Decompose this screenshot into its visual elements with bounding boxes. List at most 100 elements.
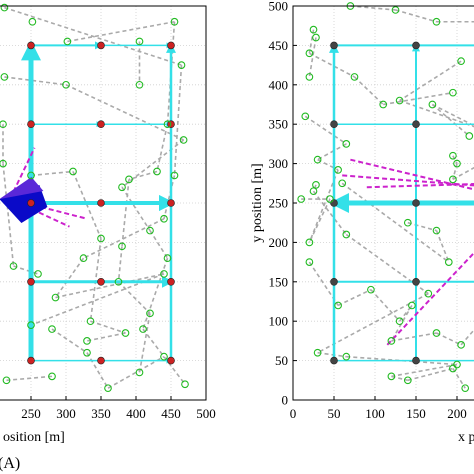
sensor-node xyxy=(432,17,441,26)
link-line xyxy=(156,124,169,172)
sensor-node xyxy=(444,258,453,266)
sensor-node xyxy=(449,364,457,373)
waypoint-marker xyxy=(330,199,338,207)
sensor-node xyxy=(170,17,179,26)
sensor-node xyxy=(2,376,11,385)
sensor-node xyxy=(449,175,457,184)
waypoint-marker xyxy=(412,41,420,50)
x-axis-label: osition [m] xyxy=(3,430,65,445)
panel-a-frame xyxy=(0,5,207,401)
link-line xyxy=(13,265,39,275)
waypoint-marker xyxy=(412,277,420,286)
link-line xyxy=(6,375,53,382)
link-line xyxy=(317,143,347,161)
link-line xyxy=(308,169,339,243)
sensor-node xyxy=(453,159,461,168)
link-line xyxy=(309,52,355,78)
x-tick-label: 0 xyxy=(290,406,297,421)
sensor-node xyxy=(403,218,412,227)
link-line xyxy=(173,65,183,176)
panel-a-plot: 250 300 350 400 450 500 osition [m] xyxy=(0,3,216,445)
x-tick-label: 300 xyxy=(56,406,76,421)
y-axis-label: y position [m] xyxy=(250,163,265,242)
link-line xyxy=(391,332,437,342)
sensor-node xyxy=(34,270,42,278)
link-line xyxy=(65,84,184,141)
sensor-node xyxy=(342,230,351,239)
link-line xyxy=(407,367,454,382)
x-tick-label: 250 xyxy=(21,406,41,421)
sensor-node xyxy=(334,301,342,310)
link-line xyxy=(399,99,474,128)
sensor-node xyxy=(0,159,7,168)
alarm-line xyxy=(366,183,474,189)
sensor-node xyxy=(28,17,37,26)
y-tick-label: 0 xyxy=(282,393,289,408)
link-line xyxy=(341,182,450,263)
y-tick-label: 300 xyxy=(269,156,289,171)
sensor-node xyxy=(305,49,314,58)
waypoint-marker xyxy=(330,277,338,286)
link-line xyxy=(399,60,462,102)
sensor-node xyxy=(135,368,144,377)
waypoint-marker xyxy=(97,199,105,207)
sensor-node xyxy=(408,301,416,310)
link-line xyxy=(452,163,458,180)
link-line xyxy=(308,198,331,243)
sensor-node xyxy=(0,73,9,81)
sensor-node xyxy=(432,226,441,235)
sensor-node xyxy=(83,337,91,345)
link-line xyxy=(54,257,85,299)
waypoint-marker xyxy=(97,41,105,50)
sensor-node xyxy=(313,348,322,357)
link-line xyxy=(317,351,347,358)
link-line xyxy=(460,328,474,346)
link-line xyxy=(55,273,165,299)
x-tick-label: 450 xyxy=(161,406,181,421)
x-tick-label: 150 xyxy=(406,406,426,421)
sensor-node xyxy=(453,360,461,369)
waypoint-marker xyxy=(97,120,105,128)
waypoint-marker xyxy=(412,120,420,128)
link-line xyxy=(452,368,466,389)
hotspot-area xyxy=(0,185,48,224)
sensor-node xyxy=(177,61,186,69)
sensor-node xyxy=(62,80,70,89)
sensor-node xyxy=(403,376,412,385)
y-tick-label: 450 xyxy=(269,38,289,53)
y-tick-label: 50 xyxy=(275,353,288,368)
waypoint-marker xyxy=(27,277,35,286)
link-line xyxy=(350,5,396,11)
sensor-node xyxy=(146,226,154,235)
alarm-line xyxy=(386,251,474,346)
sensor-node xyxy=(342,140,351,148)
link-line xyxy=(30,170,74,177)
sensor-node xyxy=(160,214,168,223)
x-tick-label: 400 xyxy=(126,406,146,421)
sensor-node xyxy=(391,6,400,14)
sensor-node xyxy=(367,285,375,294)
sensor-node xyxy=(395,317,404,326)
sensor-node xyxy=(97,234,105,243)
sensor-node xyxy=(48,325,56,333)
sensor-node xyxy=(457,340,465,349)
link-line xyxy=(142,328,186,385)
waypoint-marker xyxy=(167,41,175,50)
sensor-node xyxy=(312,33,320,42)
waypoint-marker xyxy=(27,120,35,128)
link-line xyxy=(435,230,450,263)
sensor-node xyxy=(181,380,189,389)
alarm-line xyxy=(9,198,88,220)
sensor-node xyxy=(309,187,318,196)
link-line xyxy=(51,328,88,354)
sensor-node xyxy=(465,132,474,140)
sensor-node xyxy=(432,329,441,337)
sensor-node xyxy=(297,195,306,203)
link-line xyxy=(117,281,151,314)
waypoint-marker xyxy=(167,356,175,365)
hotspot-area xyxy=(0,177,44,199)
sensor-node xyxy=(350,73,359,81)
link-line xyxy=(431,103,470,137)
sensor-node xyxy=(83,348,91,357)
x-tick-label: 500 xyxy=(196,406,216,421)
